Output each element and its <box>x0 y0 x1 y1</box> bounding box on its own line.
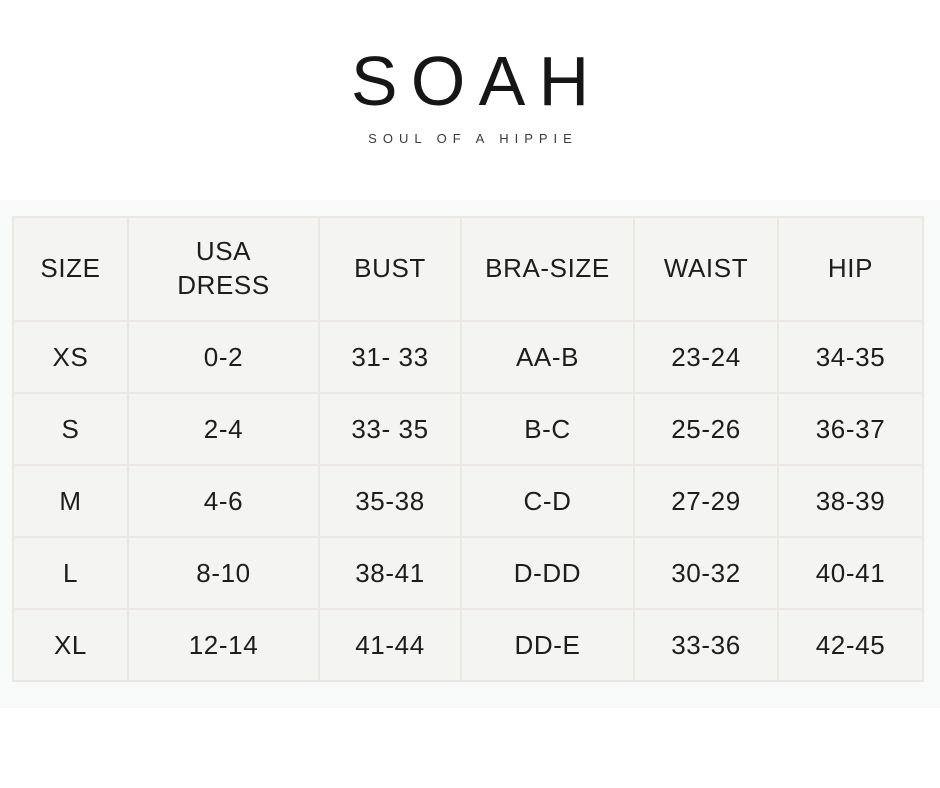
cell-size: L <box>12 536 129 610</box>
cell-bra-size: B-C <box>460 392 635 466</box>
column-header-waist: WAIST <box>633 216 779 322</box>
column-header-size: SIZE <box>12 216 129 322</box>
cell-bust: 41-44 <box>318 608 462 682</box>
cell-hip: 40-41 <box>777 536 924 610</box>
cell-size: XL <box>12 608 129 682</box>
cell-hip: 38-39 <box>777 464 924 538</box>
cell-usa-dress: 2-4 <box>127 392 320 466</box>
header-row: SIZE USA DRESS BUST BRA-SIZE WAIST HIP <box>12 216 924 322</box>
table-row-xl: XL 12-14 41-44 DD-E 33-36 42-45 <box>12 608 924 682</box>
cell-size: M <box>12 464 129 538</box>
cell-bra-size: AA-B <box>460 320 635 394</box>
table-row-s: S 2-4 33- 35 B-C 25-26 36-37 <box>12 392 924 466</box>
brand-logo: SOAH <box>350 42 603 120</box>
cell-size: XS <box>12 320 129 394</box>
table-background-band: SIZE USA DRESS BUST BRA-SIZE WAIST HIP X… <box>0 200 940 708</box>
column-header-bra-size: BRA-SIZE <box>460 216 635 322</box>
cell-bust: 33- 35 <box>318 392 462 466</box>
column-header-hip: HIP <box>777 216 924 322</box>
cell-bust: 31- 33 <box>318 320 462 394</box>
cell-bust: 35-38 <box>318 464 462 538</box>
cell-usa-dress: 0-2 <box>127 320 320 394</box>
table-row-l: L 8-10 38-41 D-DD 30-32 40-41 <box>12 536 924 610</box>
cell-bra-size: D-DD <box>460 536 635 610</box>
size-chart-table: SIZE USA DRESS BUST BRA-SIZE WAIST HIP X… <box>12 216 924 682</box>
cell-hip: 42-45 <box>777 608 924 682</box>
brand-tagline: SOUL OF A HIPPIE <box>368 131 578 147</box>
cell-size: S <box>12 392 129 466</box>
cell-bra-size: C-D <box>460 464 635 538</box>
cell-waist: 30-32 <box>633 536 779 610</box>
cell-waist: 27-29 <box>633 464 779 538</box>
cell-waist: 33-36 <box>633 608 779 682</box>
table-row-xs: XS 0-2 31- 33 AA-B 23-24 34-35 <box>12 320 924 394</box>
cell-hip: 36-37 <box>777 392 924 466</box>
cell-waist: 25-26 <box>633 392 779 466</box>
cell-usa-dress: 12-14 <box>127 608 320 682</box>
brand-header: SOAH SOUL OF A HIPPIE <box>0 0 940 146</box>
cell-bra-size: DD-E <box>460 608 635 682</box>
cell-bust: 38-41 <box>318 536 462 610</box>
cell-usa-dress: 4-6 <box>127 464 320 538</box>
column-header-usa-dress: USA DRESS <box>127 216 320 322</box>
column-header-bust: BUST <box>318 216 462 322</box>
cell-usa-dress: 8-10 <box>127 536 320 610</box>
cell-hip: 34-35 <box>777 320 924 394</box>
cell-waist: 23-24 <box>633 320 779 394</box>
table-row-m: M 4-6 35-38 C-D 27-29 38-39 <box>12 464 924 538</box>
